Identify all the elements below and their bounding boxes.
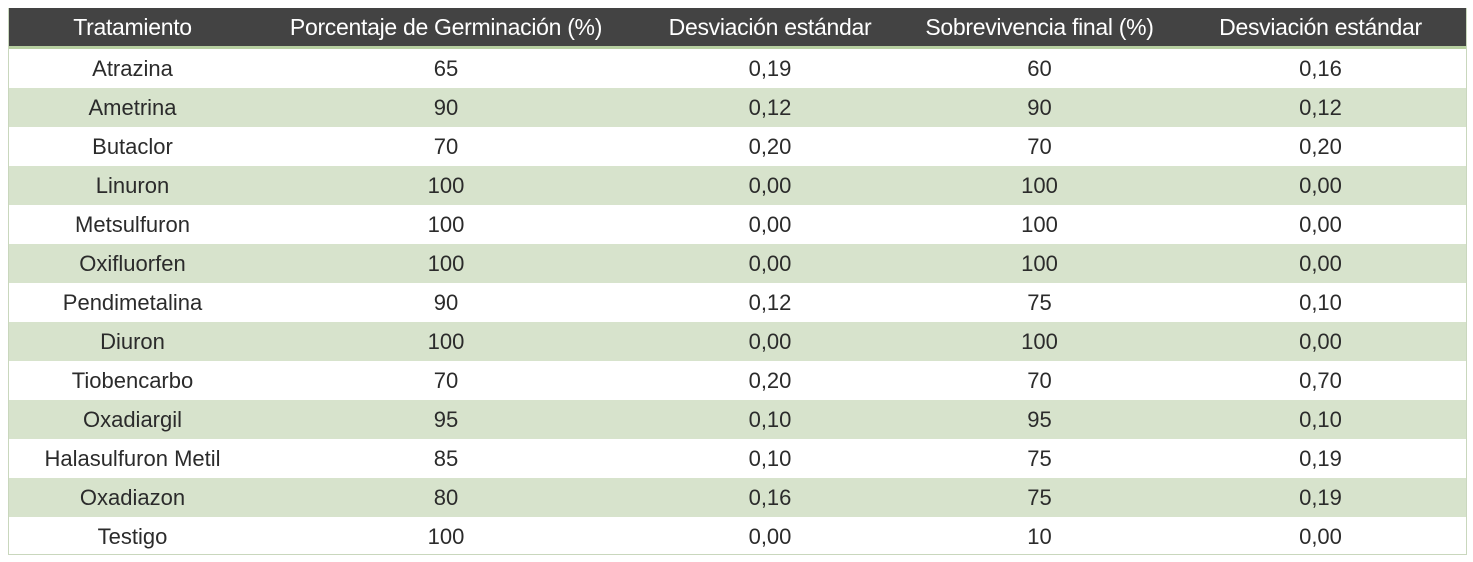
- cell-desviacion-sobrevivencia: 0,19: [1299, 445, 1342, 471]
- cell-germinacion: 100: [427, 328, 465, 354]
- cell-tratamiento: Oxifluorfen: [79, 250, 186, 276]
- results-table: Tratamiento Porcentaje de Germinación (%…: [8, 8, 1467, 556]
- cell-tratamiento: Metsulfuron: [75, 211, 190, 237]
- header-divider: [8, 46, 1467, 49]
- cell-tratamiento: Halasulfuron Metil: [44, 445, 221, 471]
- green-divider-line: [8, 46, 1467, 49]
- cell-desviacion-germinacion: 0,19: [748, 55, 792, 81]
- cell-desviacion-germinacion: 0,16: [748, 484, 792, 510]
- cell-desviacion-sobrevivencia: 0,00: [1299, 328, 1342, 354]
- cell-desviacion-germinacion: 0,10: [748, 406, 792, 432]
- table-row: Butaclor 70 0,20 70 0,20: [8, 127, 1467, 166]
- cell-sobrevivencia: 70: [1027, 367, 1052, 393]
- cell-germinacion: 90: [433, 94, 459, 120]
- cell-desviacion-germinacion: 0,00: [748, 328, 792, 354]
- cell-sobrevivencia: 95: [1027, 406, 1052, 432]
- cell-desviacion-germinacion: 0,20: [748, 133, 792, 159]
- cell-sobrevivencia: 75: [1027, 445, 1052, 471]
- cell-tratamiento: Diuron: [100, 328, 165, 354]
- table-row: Ametrina 90 0,12 90 0,12: [8, 88, 1467, 127]
- cell-desviacion-sobrevivencia: 0,00: [1299, 172, 1342, 198]
- header-row: Tratamiento Porcentaje de Germinación (%…: [8, 8, 1467, 46]
- cell-desviacion-germinacion: 0,10: [748, 445, 792, 471]
- cell-desviacion-germinacion: 0,20: [748, 367, 792, 393]
- cell-sobrevivencia: 75: [1027, 289, 1052, 315]
- table-row: Linuron 100 0,00 100 0,00: [8, 166, 1467, 205]
- cell-sobrevivencia: 100: [1021, 250, 1058, 276]
- cell-germinacion: 70: [433, 133, 459, 159]
- header-sobrevivencia: Sobrevivencia final (%): [925, 13, 1154, 40]
- cell-desviacion-germinacion: 0,00: [748, 211, 792, 237]
- table-header: Tratamiento Porcentaje de Germinación (%…: [8, 8, 1467, 46]
- cell-germinacion: 100: [427, 523, 465, 549]
- table-row: Tiobencarbo 70 0,20 70 0,70: [8, 361, 1467, 400]
- table-row: Pendimetalina 90 0,12 75 0,10: [8, 283, 1467, 322]
- cell-desviacion-sobrevivencia: 0,20: [1299, 133, 1342, 159]
- table-row: Halasulfuron Metil 85 0,10 75 0,19: [8, 439, 1467, 478]
- table-row: Testigo 100 0,00 10 0,00: [8, 517, 1467, 556]
- cell-tratamiento: Pendimetalina: [62, 289, 203, 315]
- cell-tratamiento: Oxadiargil: [82, 406, 183, 432]
- cell-desviacion-sobrevivencia: 0,00: [1299, 250, 1342, 276]
- cell-sobrevivencia: 100: [1021, 172, 1058, 198]
- cell-germinacion: 90: [433, 289, 459, 315]
- cell-tratamiento: Atrazina: [92, 55, 173, 81]
- cell-desviacion-sobrevivencia: 0,10: [1299, 406, 1342, 432]
- cell-germinacion: 100: [427, 250, 465, 276]
- table-body: Atrazina 65 0,19 60 0,16 Ametrina 90 0,12 90 0,12…: [8, 49, 1467, 556]
- cell-sobrevivencia: 90: [1027, 94, 1052, 120]
- table-row: Oxadiargil 95 0,10 95 0,10: [8, 400, 1467, 439]
- table-row: Oxifluorfen 100 0,00 100 0,00: [8, 244, 1467, 283]
- results-table-container: Tratamiento Porcentaje de Germinación (%…: [8, 8, 1467, 556]
- cell-desviacion-germinacion: 0,12: [748, 94, 792, 120]
- table-row: Oxadiazon 80 0,16 75 0,19: [8, 478, 1467, 517]
- table-row: Metsulfuron 100 0,00 100 0,00: [8, 205, 1467, 244]
- cell-germinacion: 85: [433, 445, 459, 471]
- cell-germinacion: 95: [433, 406, 459, 432]
- cell-desviacion-sobrevivencia: 0,00: [1299, 523, 1342, 549]
- cell-germinacion: 70: [433, 367, 459, 393]
- table-row: Atrazina 65 0,19 60 0,16: [8, 49, 1467, 88]
- cell-tratamiento: Oxadiazon: [79, 484, 186, 510]
- header-tratamiento: Tratamiento: [73, 13, 192, 40]
- cell-sobrevivencia: 10: [1027, 523, 1052, 549]
- header-germinacion: Porcentaje de Germinación (%): [289, 13, 603, 40]
- cell-desviacion-sobrevivencia: 0,16: [1299, 55, 1342, 81]
- cell-desviacion-germinacion: 0,00: [748, 172, 792, 198]
- cell-sobrevivencia: 100: [1021, 211, 1058, 237]
- cell-tratamiento: Butaclor: [92, 133, 173, 159]
- cell-desviacion-sobrevivencia: 0,70: [1299, 367, 1342, 393]
- header-desviacion-sobrevivencia: Desviación estándar: [1219, 13, 1422, 40]
- cell-tratamiento: Testigo: [97, 523, 168, 549]
- cell-desviacion-germinacion: 0,12: [748, 289, 792, 315]
- cell-tratamiento: Linuron: [95, 172, 170, 198]
- cell-germinacion: 100: [427, 172, 465, 198]
- cell-desviacion-germinacion: 0,00: [748, 523, 792, 549]
- cell-tratamiento: Ametrina: [88, 94, 177, 120]
- cell-germinacion: 100: [427, 211, 465, 237]
- cell-sobrevivencia: 70: [1027, 133, 1052, 159]
- table-row: Diuron 100 0,00 100 0,00: [8, 322, 1467, 361]
- cell-germinacion: 65: [433, 55, 459, 81]
- cell-sobrevivencia: 100: [1021, 328, 1058, 354]
- cell-desviacion-sobrevivencia: 0,10: [1299, 289, 1342, 315]
- cell-sobrevivencia: 60: [1027, 55, 1052, 81]
- cell-desviacion-sobrevivencia: 0,12: [1299, 94, 1342, 120]
- header-desviacion-germinacion: Desviación estándar: [668, 13, 872, 40]
- cell-desviacion-sobrevivencia: 0,19: [1299, 484, 1342, 510]
- cell-sobrevivencia: 75: [1027, 484, 1052, 510]
- cell-germinacion: 80: [433, 484, 459, 510]
- cell-tratamiento: Tiobencarbo: [71, 367, 194, 393]
- cell-desviacion-sobrevivencia: 0,00: [1299, 211, 1342, 237]
- cell-desviacion-germinacion: 0,00: [748, 250, 792, 276]
